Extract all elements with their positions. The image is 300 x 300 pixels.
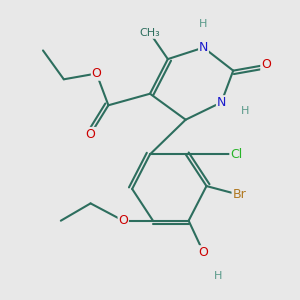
Text: O: O xyxy=(199,246,208,259)
Text: Cl: Cl xyxy=(230,148,242,161)
Text: H: H xyxy=(199,20,208,29)
Text: Br: Br xyxy=(232,188,246,201)
Text: O: O xyxy=(85,128,95,141)
Text: N: N xyxy=(217,96,226,109)
Text: H: H xyxy=(241,106,249,116)
Text: CH₃: CH₃ xyxy=(140,28,160,38)
Text: H: H xyxy=(214,271,223,281)
Text: O: O xyxy=(118,214,128,227)
Text: N: N xyxy=(199,41,208,54)
Text: O: O xyxy=(261,58,271,71)
Text: O: O xyxy=(92,67,101,80)
